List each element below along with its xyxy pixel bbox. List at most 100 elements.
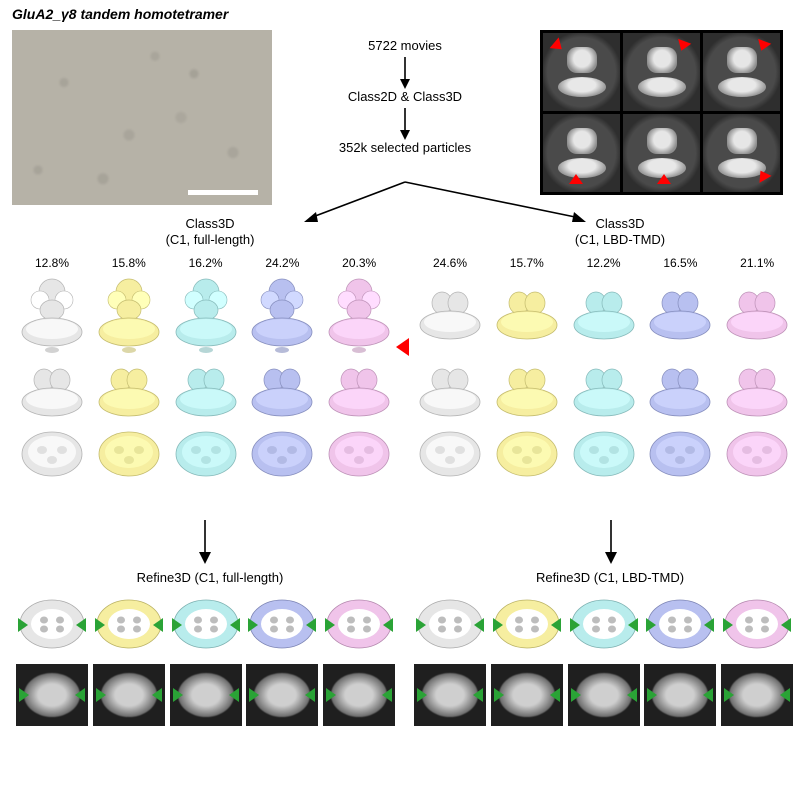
class2d-cell	[703, 114, 780, 192]
green-marker-icon	[95, 618, 105, 632]
green-marker-icon	[229, 688, 239, 702]
refine-cell	[491, 596, 563, 652]
class3d-top	[644, 428, 716, 480]
refine-cell	[323, 596, 395, 652]
refine-label-left: Refine3D (C1, full-length)	[80, 570, 340, 585]
class3d-side1	[721, 274, 793, 354]
green-marker-icon	[703, 688, 713, 702]
green-marker-icon	[551, 618, 561, 632]
refine-cell	[246, 596, 318, 652]
branch-left-line1: Class3D	[185, 216, 234, 231]
green-marker-icon	[173, 688, 183, 702]
slice-density	[24, 673, 80, 717]
density-top-view	[721, 428, 793, 480]
class3d-right-grid: 24.6% 15.7% 12.2%	[414, 256, 794, 486]
green-marker-icon	[473, 688, 483, 702]
density-side-view	[323, 360, 395, 422]
slice-row-right	[414, 664, 794, 726]
density-side-view	[491, 283, 563, 345]
green-marker-icon	[172, 618, 182, 632]
class3d-side2	[246, 360, 318, 422]
class3d-side2	[721, 360, 793, 422]
class3d-top	[568, 428, 640, 480]
slice-density	[178, 673, 234, 717]
density-side-view	[16, 274, 88, 354]
slice-density	[652, 673, 708, 717]
green-marker-icon	[230, 618, 240, 632]
refine-cell	[568, 596, 640, 652]
green-marker-icon	[494, 688, 504, 702]
green-marker-icon	[383, 618, 393, 632]
class3d-side2	[323, 360, 395, 422]
class3d-percent: 15.7%	[491, 256, 563, 270]
class3d-left-grid: 12.8% 15.8%	[16, 256, 396, 486]
density-side-view	[246, 274, 318, 354]
class3d-side1	[568, 274, 640, 354]
class3d-column: 21.1%	[721, 256, 793, 486]
green-marker-icon	[417, 688, 427, 702]
green-marker-icon	[550, 688, 560, 702]
green-marker-icon	[724, 688, 734, 702]
class3d-side1	[414, 274, 486, 354]
workflow-column: 5722 movies Class2D & Class3D 352k selec…	[300, 38, 510, 157]
green-marker-icon	[249, 688, 259, 702]
class3d-percent: 12.8%	[16, 256, 88, 270]
density-side-view	[414, 283, 486, 345]
density-top-view	[491, 428, 563, 480]
green-marker-icon	[647, 688, 657, 702]
class3d-side2	[491, 360, 563, 422]
refine-cell	[170, 596, 242, 652]
workflow-step-2: Class2D & Class3D	[300, 89, 510, 104]
density-side-view	[568, 283, 640, 345]
class2d-cell	[543, 33, 620, 111]
density-side-view	[568, 360, 640, 422]
class2d-particle	[638, 47, 686, 97]
class3d-column: 20.3%	[323, 256, 395, 486]
green-marker-icon	[627, 688, 637, 702]
green-marker-icon	[96, 688, 106, 702]
class3d-percent: 16.5%	[644, 256, 716, 270]
slice-cell	[16, 664, 88, 726]
slice-cell	[170, 664, 242, 726]
class3d-percent: 20.3%	[323, 256, 395, 270]
workflow-step-3: 352k selected particles	[300, 140, 510, 155]
green-marker-icon	[628, 618, 638, 632]
class3d-column: 15.8%	[93, 256, 165, 486]
green-marker-icon	[75, 688, 85, 702]
branch-label-right: Class3D (C1, LBD-TMD)	[520, 216, 720, 249]
branch-right-line2: (C1, LBD-TMD)	[575, 232, 665, 247]
slice-cell	[491, 664, 563, 726]
refine-label-right: Refine3D (C1, LBD-TMD)	[480, 570, 740, 585]
green-marker-icon	[382, 688, 392, 702]
density-side-view	[644, 360, 716, 422]
density-side-view	[491, 360, 563, 422]
class3d-side2	[16, 360, 88, 422]
class2d-cell	[623, 114, 700, 192]
class3d-side2	[93, 360, 165, 422]
green-marker-icon	[781, 618, 791, 632]
refine-cell	[414, 596, 486, 652]
density-side-view	[323, 274, 395, 354]
class3d-side1	[644, 274, 716, 354]
slice-density	[499, 673, 555, 717]
class3d-side1	[16, 274, 88, 354]
slice-cell	[323, 664, 395, 726]
class3d-top	[246, 428, 318, 480]
slice-cell	[644, 664, 716, 726]
density-top-view	[170, 428, 242, 480]
class3d-percent: 21.1%	[721, 256, 793, 270]
density-side-view	[16, 360, 88, 422]
density-side-view	[170, 274, 242, 354]
class3d-column: 12.2%	[568, 256, 640, 486]
refine-cell	[644, 596, 716, 652]
class3d-percent: 24.2%	[246, 256, 318, 270]
density-side-view	[644, 283, 716, 345]
arrow-to-refine-left	[190, 520, 220, 564]
green-marker-icon	[153, 618, 163, 632]
density-side-view	[246, 360, 318, 422]
red-marker-icon	[569, 174, 583, 184]
class2d-particle	[638, 128, 686, 178]
slice-cell	[414, 664, 486, 726]
slice-density	[576, 673, 632, 717]
class3d-column: 24.2%	[246, 256, 318, 486]
